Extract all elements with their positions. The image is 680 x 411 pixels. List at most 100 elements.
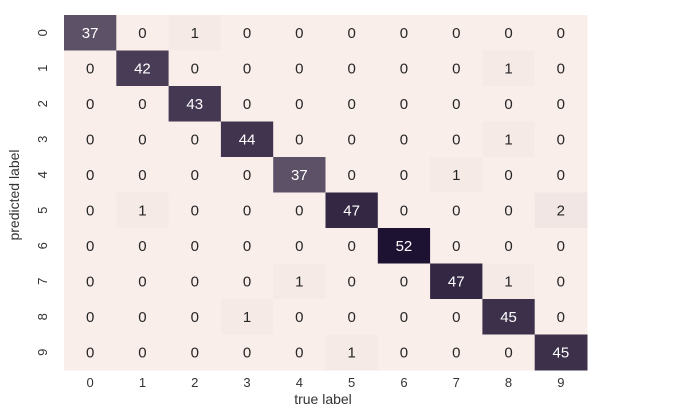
cell-value-label: 0 [86,273,94,290]
heatmap-cell [325,86,379,122]
cell-value-label: 0 [243,202,251,219]
cell-value-label: 1 [295,273,303,290]
y-tick-labels: 0 1 2 3 4 5 6 7 8 9 [35,29,50,356]
heatmap-cell [482,157,536,193]
cell-value-label: 0 [243,60,251,77]
cell-value-label: 0 [504,202,512,219]
cell-value-label: 0 [191,202,199,219]
cell-value-label: 1 [504,60,512,77]
heatmap-cell [273,299,326,335]
cell-value-label: 0 [347,96,355,113]
cell-value-label: 47 [448,273,465,290]
heatmap-cell [534,15,588,51]
cell-value-label: 0 [504,344,512,361]
heatmap-cell [116,228,170,264]
cell-value-label: 0 [347,131,355,148]
heatmap-cell [430,228,483,264]
cell-value-label: 0 [557,309,565,326]
y-tick-label: 9 [35,349,50,356]
heatmap-cell [482,50,536,87]
heatmap-cell [116,334,170,371]
cell-value-label: 52 [396,238,413,255]
cell-value-label: 0 [86,60,94,77]
heatmap-cell [534,263,588,300]
heatmap-cell [377,86,431,122]
heatmap-cell [220,15,274,51]
cell-value-label: 0 [86,202,94,219]
heatmap-cell [377,50,431,87]
cell-value-label: 0 [557,25,565,42]
heatmap-cell [220,86,274,122]
cell-value-label: 45 [500,309,517,326]
cell-value-label: 0 [191,167,199,184]
heatmap-cell [482,228,536,264]
cell-value-label: 0 [191,344,199,361]
heatmap-cell [64,50,117,87]
cell-value-label: 37 [82,25,99,42]
y-tick-label: 4 [35,171,50,178]
cell-value-label: 43 [186,96,203,113]
cell-value-label: 0 [400,25,408,42]
heatmap-cell [168,50,222,87]
x-tick-label: 6 [400,375,407,390]
heatmap-cell [534,121,588,158]
heatmap-cell [325,228,379,264]
cell-value-label: 0 [86,344,94,361]
cell-value-label: 2 [557,202,565,219]
heatmap-cell [325,121,379,158]
x-tick-label: 2 [191,375,198,390]
cell-value-label: 0 [191,273,199,290]
x-tick-label: 5 [348,375,355,390]
heatmap-cell [168,15,222,51]
heatmap-cell [430,192,483,229]
cell-value-label: 0 [243,167,251,184]
cell-value-label: 0 [504,96,512,113]
cell-value-label: 1 [504,273,512,290]
cell-value-label: 1 [243,309,251,326]
heatmap-cell [377,157,431,193]
heatmap-cell [168,157,222,193]
heatmap-cell [482,121,536,158]
x-tick-label: 7 [453,375,460,390]
heatmap-cell [273,228,326,264]
heatmap-cell [64,263,117,300]
heatmap-cell [430,86,483,122]
cell-value-label: 0 [295,96,303,113]
heatmap-cell [168,263,222,300]
cell-value-label: 1 [452,167,460,184]
heatmap-cell [64,334,117,371]
cell-value-label: 1 [347,344,355,361]
x-tick-label: 0 [87,375,94,390]
cell-value-label: 0 [400,344,408,361]
cell-value-label: 0 [452,344,460,361]
cell-value-label: 0 [557,273,565,290]
heatmap-cell [64,86,117,122]
x-tick-label: 9 [557,375,564,390]
heatmap-cell [482,299,536,335]
cell-value-label: 0 [452,202,460,219]
heatmap-cell [534,192,588,229]
cell-value-label: 1 [191,25,199,42]
cell-value-label: 0 [452,25,460,42]
cell-value-label: 0 [86,131,94,148]
cell-value-label: 0 [191,238,199,255]
heatmap-cell [116,86,170,122]
heatmap-cell [377,121,431,158]
cell-value-label: 0 [452,309,460,326]
y-tick-label: 1 [35,65,50,72]
heatmap-cell [325,263,379,300]
heatmap-cell [64,121,117,158]
cell-value-label: 0 [86,96,94,113]
x-tick-label: 8 [505,375,512,390]
cell-value-label: 0 [347,167,355,184]
heatmap-cell [168,192,222,229]
heatmap-cell [64,192,117,229]
cell-value-label: 0 [452,96,460,113]
x-tick-label: 1 [139,375,146,390]
cell-value-label: 0 [400,309,408,326]
cell-value-label: 0 [295,25,303,42]
cell-value-label: 0 [295,344,303,361]
cell-value-label: 0 [452,60,460,77]
heatmap-cell [220,299,274,335]
